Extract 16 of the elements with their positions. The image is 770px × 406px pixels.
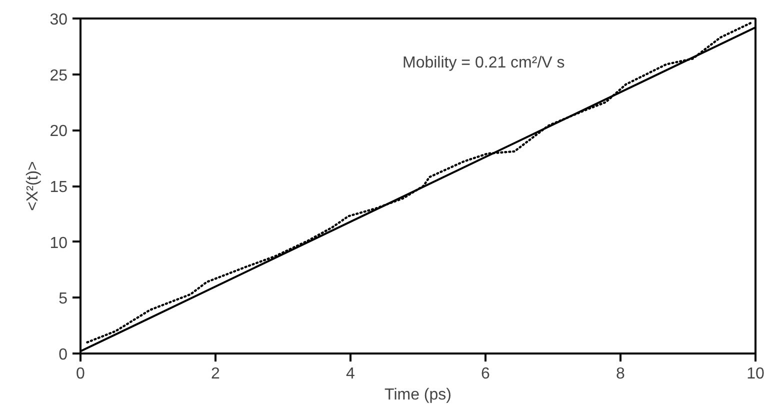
y-tick-label: 5 — [58, 290, 68, 308]
annotation: Mobility = 0.21 cm²/V s — [402, 54, 565, 72]
y-tick-label: 15 — [50, 179, 68, 196]
x-tick-label: 10 — [746, 366, 764, 382]
x-tick-label: 0 — [76, 366, 86, 382]
y-tick-label: 25 — [50, 67, 68, 84]
x-tick-label: 2 — [211, 366, 220, 382]
y-tick-label: 0 — [58, 346, 68, 364]
y-axis-title: <X²(t)> — [24, 161, 42, 211]
x-tick-label: 6 — [481, 366, 490, 382]
y-tick-label: 30 — [50, 12, 68, 28]
y-tick-label: 20 — [50, 123, 68, 140]
x-axis-title: Time (ps) — [384, 386, 452, 404]
x-tick-label: 4 — [346, 366, 356, 382]
y-tick-label: 10 — [50, 234, 68, 252]
x-tick-label: 8 — [616, 366, 626, 382]
